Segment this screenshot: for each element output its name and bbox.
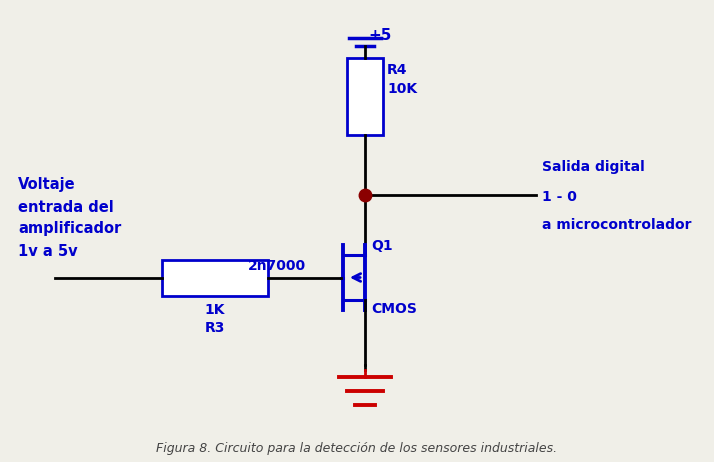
Text: +5: +5 <box>368 28 391 43</box>
Text: R3: R3 <box>205 321 225 334</box>
Text: 1K: 1K <box>205 303 225 316</box>
Text: 1 - 0: 1 - 0 <box>542 190 577 204</box>
Text: Figura 8. Circuito para la detección de los sensores industriales.: Figura 8. Circuito para la detección de … <box>156 442 558 455</box>
Text: CMOS: CMOS <box>371 302 417 316</box>
Text: 10K: 10K <box>387 82 417 96</box>
Text: Salida digital: Salida digital <box>542 160 645 174</box>
Text: R4: R4 <box>387 63 408 77</box>
Text: entrada del: entrada del <box>18 200 114 214</box>
Text: amplificador: amplificador <box>18 221 121 237</box>
Bar <box>162 260 268 296</box>
Text: Voltaje: Voltaje <box>18 177 76 193</box>
Text: Q1: Q1 <box>371 239 393 253</box>
Text: a microcontrolador: a microcontrolador <box>542 218 691 232</box>
Text: 2n7000: 2n7000 <box>248 260 306 274</box>
Text: 1v a 5v: 1v a 5v <box>18 243 78 259</box>
Bar <box>347 58 383 135</box>
